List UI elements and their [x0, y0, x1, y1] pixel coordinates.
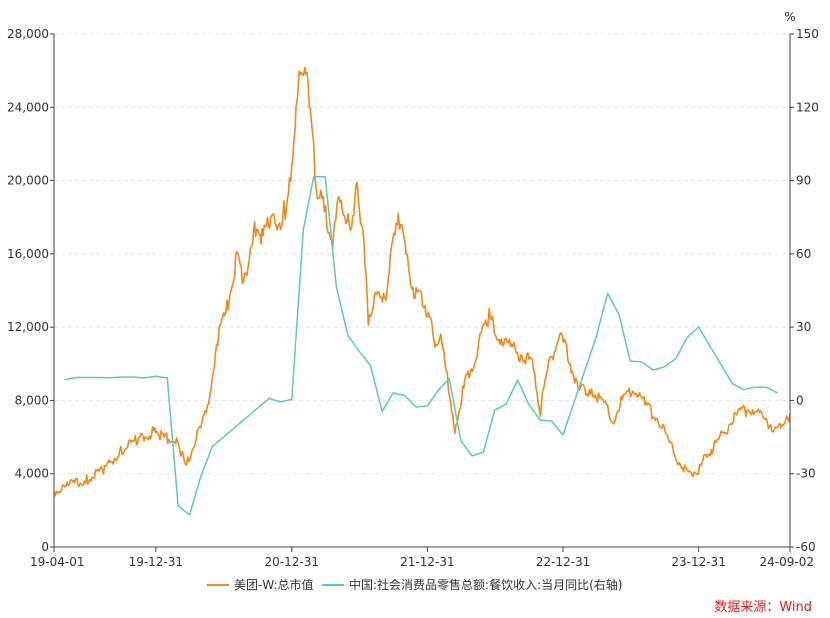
- left-tick-label: 4,000: [15, 467, 49, 481]
- right-axis-ticks: -60 -30 0 30 60 90 120 150: [790, 27, 819, 554]
- legend: 美团-W:总市值 中国:社会消费品零售总额:餐饮收入:当月同比(右轴): [207, 577, 623, 592]
- legend-label-catering-yoy: 中国:社会消费品零售总额:餐饮收入:当月同比(右轴): [349, 577, 623, 592]
- x-axis-ticks: 19-04-01 19-12-31 20-12-31 21-12-31 22-12-31…: [30, 547, 814, 569]
- x-tick-label: 19-04-01: [30, 555, 84, 569]
- right-tick-label: 30: [796, 320, 811, 334]
- source-note: 数据来源：Wind: [714, 600, 812, 615]
- right-tick-label: 90: [796, 174, 811, 188]
- left-tick-label: 8,000: [15, 393, 49, 407]
- series-line-market-cap: [53, 66, 791, 497]
- left-axis-ticks: 0 4,000 8,000 12,000 16,000 20,000 24,000 28,00…: [7, 27, 54, 554]
- right-tick-label: 60: [796, 247, 811, 261]
- right-tick-label: -30: [796, 467, 816, 481]
- right-axis-unit: %: [784, 10, 795, 24]
- right-tick-label: 120: [796, 100, 819, 114]
- left-tick-label: 20,000: [7, 174, 49, 188]
- legend-label-market-cap: 美团-W:总市值: [234, 577, 314, 592]
- x-tick-label: 21-12-31: [400, 555, 454, 569]
- x-tick-label: 24-09-02: [760, 555, 814, 569]
- right-tick-label: 150: [796, 27, 819, 41]
- series-layer: [53, 66, 791, 516]
- x-tick-label: 19-12-31: [129, 555, 183, 569]
- x-tick-label: 23-12-31: [671, 555, 725, 569]
- left-tick-label: 0: [41, 540, 49, 554]
- left-tick-label: 24,000: [7, 100, 49, 114]
- right-tick-label: -60: [796, 540, 816, 554]
- left-tick-label: 12,000: [7, 320, 49, 334]
- axes: [53, 34, 791, 548]
- x-tick-label: 22-12-31: [536, 555, 590, 569]
- left-tick-label: 28,000: [7, 27, 49, 41]
- x-tick-label: 20-12-31: [265, 555, 319, 569]
- right-tick-label: 0: [796, 393, 804, 407]
- gridlines: [54, 33, 790, 475]
- left-tick-label: 16,000: [7, 247, 49, 261]
- series-line-catering-yoy: [64, 175, 779, 516]
